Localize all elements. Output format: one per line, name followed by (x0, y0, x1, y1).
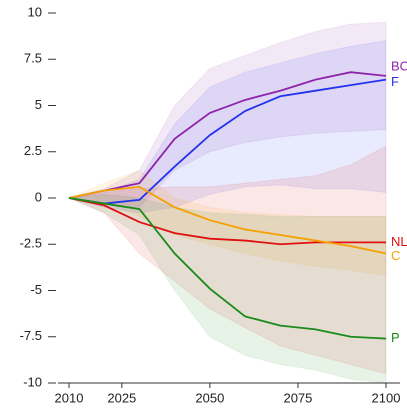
series-line (68, 197, 386, 246)
series-line (68, 78, 387, 205)
x-tick-label: 2100 (372, 390, 401, 405)
y-tick-label: 10 (28, 4, 42, 19)
series-line (68, 185, 387, 255)
series-label: F (391, 74, 399, 89)
y-tick-label: -7.5 (20, 328, 42, 343)
band (68, 40, 387, 214)
bands (67, 21, 387, 383)
y-tick-label: -10 (23, 374, 42, 389)
y-tick-label: -5 (30, 282, 42, 297)
x-tick-label: 2050 (195, 390, 224, 405)
band (67, 145, 387, 375)
series-line (68, 71, 387, 199)
y-tick-label: 0 (35, 189, 42, 204)
y-tick-label: 2.5 (24, 143, 42, 158)
series-line (68, 197, 387, 340)
y-tick-label: -2.5 (20, 236, 42, 251)
x-tick-label: 2010 (55, 390, 84, 405)
band (68, 169, 387, 277)
series-label: C (391, 248, 400, 263)
lines (68, 71, 387, 340)
band (68, 193, 387, 383)
y-tick-label: 5 (35, 97, 42, 112)
x-tick-label: 2075 (283, 390, 312, 405)
series-label: NL (391, 234, 407, 249)
series-label: P (391, 330, 400, 345)
series-label: BC (391, 58, 407, 73)
y-tick-label: 7.5 (24, 51, 42, 66)
x-tick-label: 2025 (107, 390, 136, 405)
